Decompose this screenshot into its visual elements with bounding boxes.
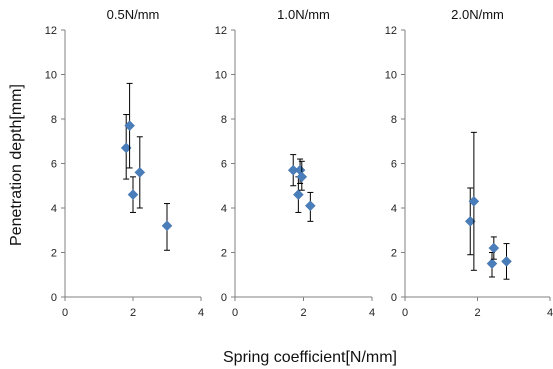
y-tick-label: 8 bbox=[221, 114, 227, 126]
data-point bbox=[134, 167, 146, 178]
y-tick-label: 8 bbox=[391, 114, 397, 126]
data-point bbox=[486, 258, 498, 269]
y-tick-label: 0 bbox=[51, 292, 57, 304]
x-tick-label: 2 bbox=[130, 307, 136, 319]
data-point bbox=[161, 220, 173, 232]
x-tick-label: 4 bbox=[547, 307, 553, 319]
panel-2: 1.0N/mm 0 2 4 6 8 10 12 0 2 4 bbox=[215, 7, 375, 319]
y-tick-label: 12 bbox=[385, 25, 397, 37]
y-tick-label: 12 bbox=[45, 25, 57, 37]
y-tick-label: 0 bbox=[221, 292, 227, 304]
data-point bbox=[501, 256, 512, 267]
data-point bbox=[296, 171, 308, 183]
data-point bbox=[127, 189, 139, 201]
data-point bbox=[468, 195, 480, 207]
y-tick-label: 4 bbox=[391, 203, 397, 215]
y-tick-label: 12 bbox=[215, 25, 227, 37]
y-tick-label: 6 bbox=[391, 159, 397, 171]
x-axis-title: Spring coefficient[N/mm] bbox=[223, 349, 397, 366]
y-tick-label: 0 bbox=[391, 292, 397, 304]
x-tick-label: 0 bbox=[402, 307, 408, 319]
y-tick-label: 6 bbox=[221, 159, 227, 171]
panel-title: 0.5N/mm bbox=[107, 7, 160, 22]
data-point bbox=[488, 242, 500, 254]
panel-title: 2.0N/mm bbox=[451, 7, 504, 22]
y-axis-title: Penetration depth[mm] bbox=[8, 84, 25, 246]
y-tick-label: 4 bbox=[51, 203, 57, 215]
x-tick-label: 4 bbox=[369, 307, 375, 319]
panel-title: 1.0N/mm bbox=[277, 7, 330, 22]
x-tick-label: 4 bbox=[198, 307, 204, 319]
x-tick-label: 2 bbox=[474, 307, 480, 319]
y-tick-label: 10 bbox=[45, 70, 57, 82]
x-tick-label: 2 bbox=[300, 307, 306, 319]
y-tick-label: 2 bbox=[391, 248, 397, 260]
y-tick-label: 6 bbox=[51, 159, 57, 171]
y-tick-label: 2 bbox=[51, 248, 57, 260]
data-point bbox=[304, 200, 316, 212]
panel-3: 2.0N/mm 0 2 4 6 8 10 12 0 2 4 bbox=[385, 7, 553, 319]
x-tick-label: 0 bbox=[232, 307, 238, 319]
data-point bbox=[293, 189, 304, 201]
panel-1: 0.5N/mm 0 2 4 6 8 10 12 0 2 4 bbox=[45, 7, 204, 319]
y-tick-label: 10 bbox=[215, 70, 227, 82]
y-tick-label: 10 bbox=[385, 70, 397, 82]
y-tick-label: 4 bbox=[221, 203, 227, 215]
data-point bbox=[124, 120, 135, 132]
x-tick-label: 0 bbox=[62, 307, 68, 319]
y-tick-label: 2 bbox=[221, 248, 227, 260]
y-tick-label: 8 bbox=[51, 114, 57, 126]
